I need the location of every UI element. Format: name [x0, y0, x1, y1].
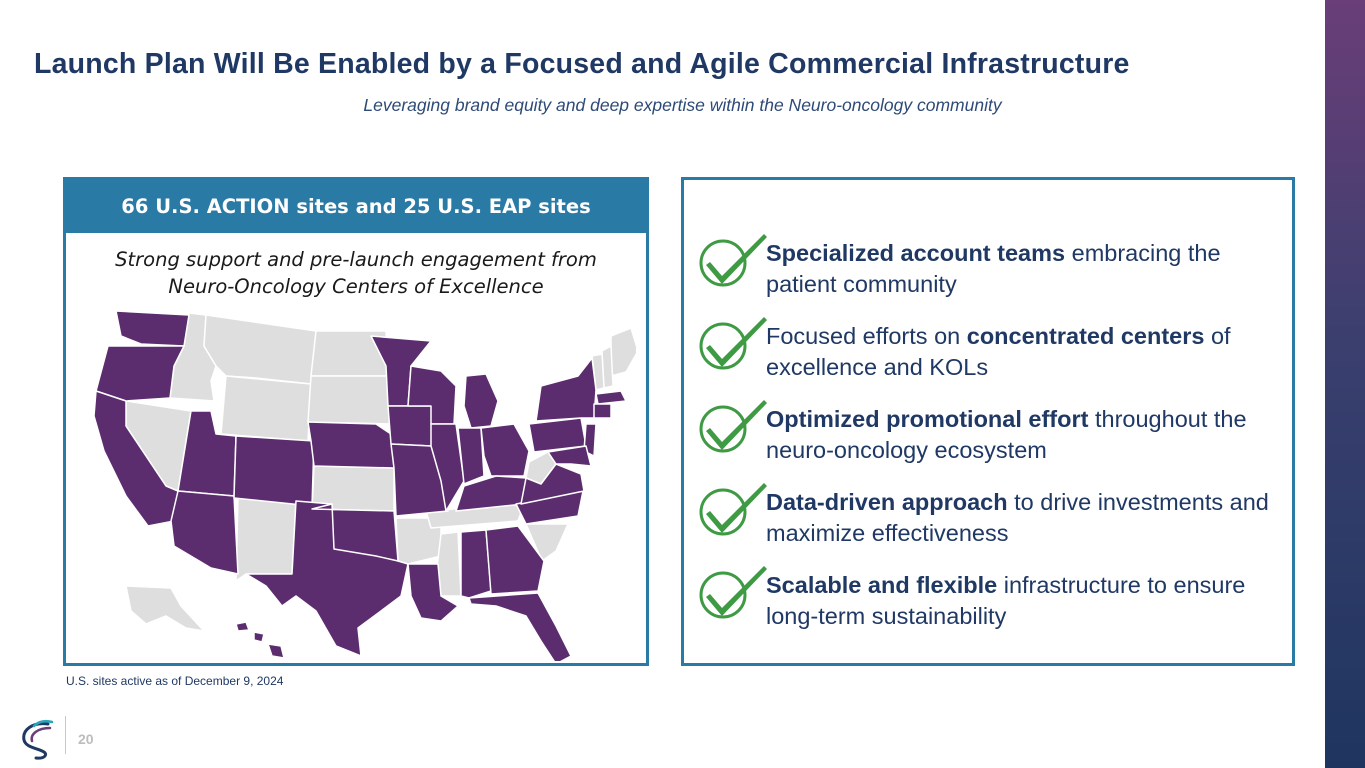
state-md: [547, 445, 592, 467]
footer-divider: [65, 716, 66, 754]
benefits-panel: Specialized account teams embracing the …: [681, 177, 1295, 666]
check-icon: [699, 317, 767, 370]
state-nm: [235, 495, 297, 582]
state-ny: [535, 357, 597, 422]
state-fl: [468, 592, 572, 661]
state-il: [430, 423, 465, 512]
checklist-item: Scalable and flexible infrastructure to …: [684, 566, 1294, 640]
state-or: [95, 345, 185, 402]
state-ne: [307, 421, 395, 469]
checklist-text: Optimized promotional effort throughout …: [766, 406, 1247, 463]
page-subtitle: Leveraging brand equity and deep experti…: [0, 95, 1365, 116]
sites-panel-header: 66 U.S. ACTION sites and 25 U.S. EAP sit…: [66, 180, 646, 233]
checklist-item: Optimized promotional effort throughout …: [684, 400, 1294, 474]
us-map: [93, 310, 636, 661]
sites-panel-subheading: Strong support and pre-launch engagement…: [66, 246, 646, 300]
check-icon: [699, 400, 767, 453]
state-ok: [311, 503, 399, 562]
state-ak: [125, 585, 205, 632]
checklist-text: Focused efforts on concentrated centers …: [766, 323, 1231, 380]
decorative-side-bar: [1325, 0, 1365, 768]
checklist-item: Focused efforts on concentrated centers …: [684, 317, 1294, 391]
check-icon: [699, 234, 767, 287]
state-mt: [203, 314, 317, 385]
check-icon: [699, 566, 767, 619]
subheading-line-1: Strong support and pre-launch engagement…: [115, 248, 597, 271]
state-sd: [307, 375, 391, 425]
subheading-line-2: Neuro-Oncology Centers of Excellence: [168, 275, 544, 298]
checklist-text: Data-driven approach to drive investment…: [766, 489, 1269, 546]
state-va: [520, 463, 585, 505]
state-co: [233, 435, 315, 507]
state-az: [170, 490, 239, 575]
state-in: [457, 427, 485, 485]
state-mi: [463, 373, 499, 429]
state-ct: [593, 403, 612, 419]
state-al: [460, 529, 492, 599]
page-title: Launch Plan Will Be Enabled by a Focused…: [34, 48, 1130, 80]
state-ma: [595, 390, 627, 405]
state-la: [407, 563, 459, 622]
subtitle-text: Leveraging brand equity and deep experti…: [363, 95, 1002, 115]
checklist-item: Specialized account teams embracing the …: [684, 234, 1294, 308]
company-logo: [22, 719, 54, 760]
state-ga: [485, 525, 545, 595]
state-wy: [220, 375, 312, 442]
state-sc: [525, 523, 569, 562]
state-wa: [115, 310, 190, 347]
page-number: 20: [78, 731, 94, 747]
state-oh: [480, 423, 530, 477]
checklist-text: Scalable and flexible infrastructure to …: [766, 572, 1246, 629]
footnote: U.S. sites active as of December 9, 2024: [66, 674, 284, 688]
checklist-text: Specialized account teams embracing the …: [766, 240, 1221, 297]
state-hi-1: [235, 621, 250, 632]
check-icon: [699, 483, 767, 536]
state-me: [610, 327, 636, 377]
state-hi-3: [267, 643, 285, 659]
checklist-item: Data-driven approach to drive investment…: [684, 483, 1294, 557]
state-hi-2: [253, 631, 265, 643]
sites-panel: 66 U.S. ACTION sites and 25 U.S. EAP sit…: [63, 177, 649, 666]
